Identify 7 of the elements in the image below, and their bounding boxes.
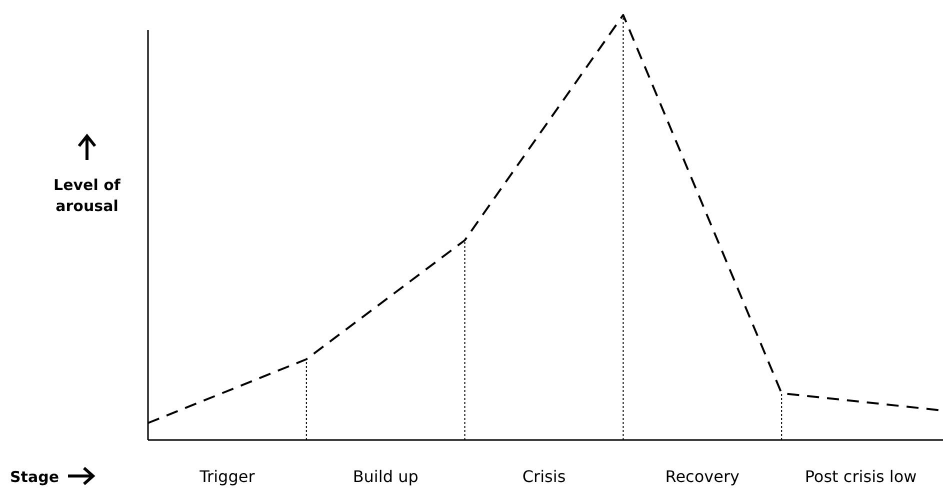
text: Recovery (665, 467, 740, 486)
y-axis-title: Level of arousal (54, 176, 121, 215)
text: Build up (352, 467, 418, 486)
text: Post crisis low (804, 467, 917, 486)
text: Crisis (522, 467, 566, 486)
text: Trigger (198, 467, 256, 486)
text: Stage (10, 468, 60, 486)
